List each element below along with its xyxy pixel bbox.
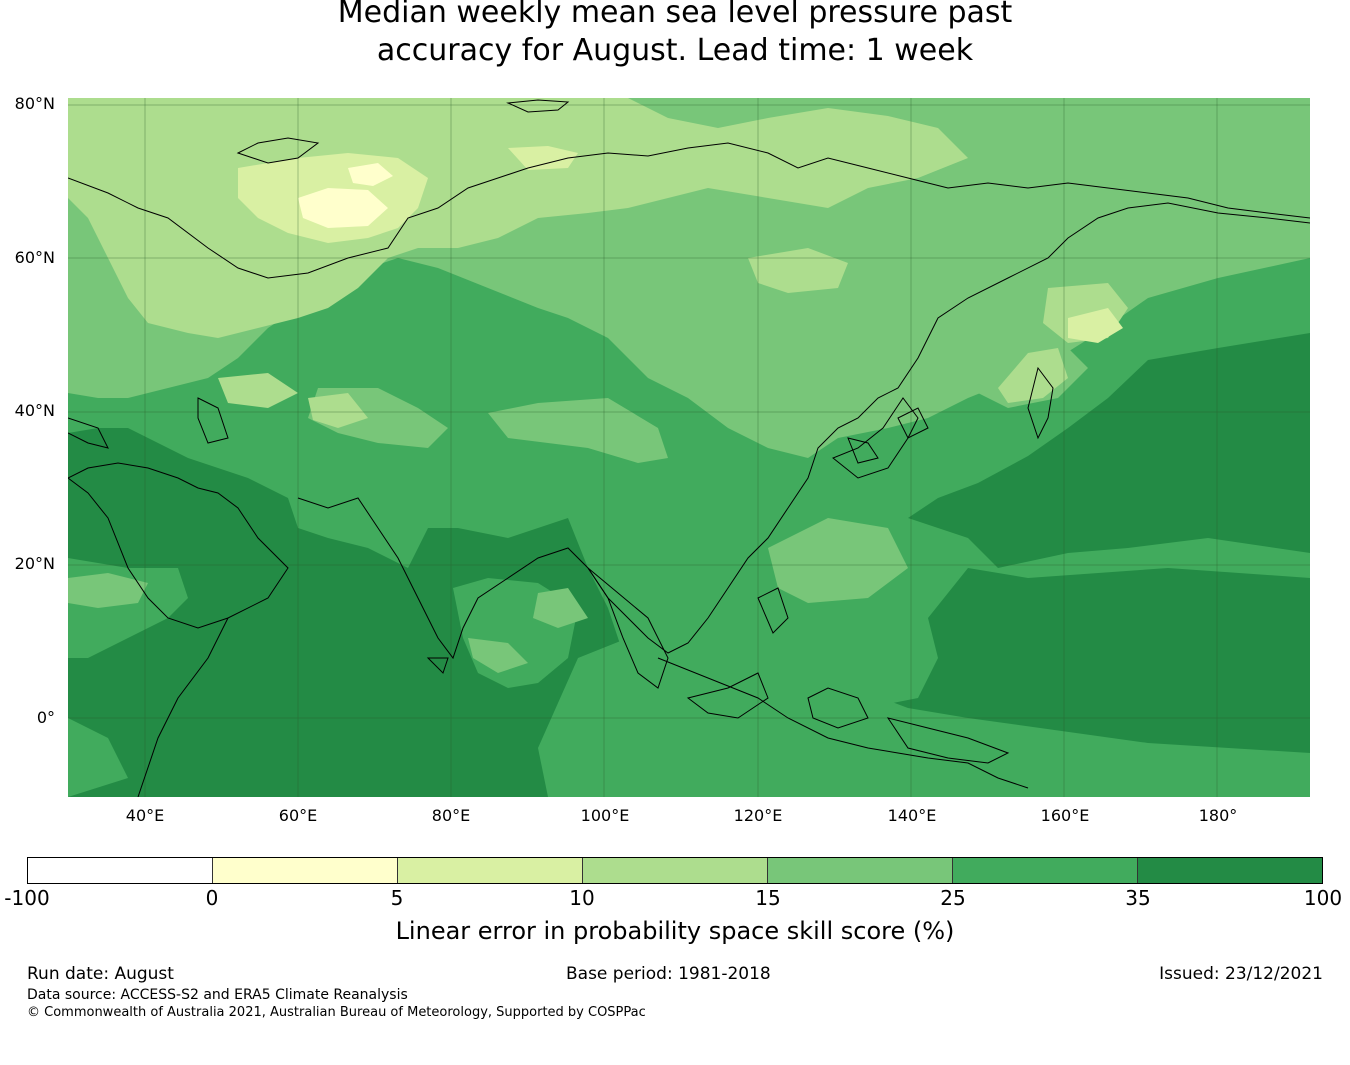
lon-label-180: 180° bbox=[1198, 806, 1238, 825]
lon-label-40e: 40°E bbox=[125, 806, 165, 825]
colorbar-segment bbox=[953, 858, 1138, 883]
base-period: Base period: 1981-2018 bbox=[566, 964, 771, 984]
map-gridlines bbox=[68, 98, 1310, 797]
lon-label-60e: 60°E bbox=[278, 806, 318, 825]
title-line-1: Median weekly mean sea level pressure pa… bbox=[337, 0, 1013, 30]
lon-label-100e: 100°E bbox=[580, 806, 630, 825]
colorbar-tick: 10 bbox=[569, 886, 595, 910]
lat-label-80n: 80°N bbox=[14, 94, 55, 113]
map-title: Median weekly mean sea level pressure pa… bbox=[0, 0, 1350, 70]
copyright: © Commonwealth of Australia 2021, Austra… bbox=[27, 1005, 646, 1020]
lat-label-60n: 60°N bbox=[14, 248, 55, 267]
colorbar-tick: 15 bbox=[755, 886, 781, 910]
colorbar-segment bbox=[398, 858, 583, 883]
skill-score-map bbox=[68, 98, 1310, 797]
colorbar-tick: 0 bbox=[205, 886, 219, 910]
colorbar-tick: 5 bbox=[390, 886, 404, 910]
colorbar-tick: 100 bbox=[1303, 886, 1343, 910]
lat-label-20n: 20°N bbox=[14, 554, 55, 573]
lon-label-140e: 140°E bbox=[887, 806, 937, 825]
lat-label-0: 0° bbox=[36, 708, 55, 727]
colorbar-label: Linear error in probability space skill … bbox=[395, 917, 955, 945]
colorbar-segment bbox=[583, 858, 768, 883]
band-0-5 bbox=[298, 163, 393, 228]
map-canvas bbox=[68, 98, 1310, 797]
issued-date: Issued: 23/12/2021 bbox=[1159, 964, 1323, 984]
lon-label-80e: 80°E bbox=[431, 806, 471, 825]
colorbar-segment bbox=[28, 858, 213, 883]
colorbar-segment bbox=[1138, 858, 1322, 883]
band-5-10 bbox=[238, 146, 1123, 343]
colorbar-tick: 25 bbox=[940, 886, 966, 910]
lon-label-120e: 120°E bbox=[733, 806, 783, 825]
lat-label-40n: 40°N bbox=[14, 401, 55, 420]
run-date: Run date: August bbox=[27, 964, 174, 984]
data-source: Data source: ACCESS-S2 and ERA5 Climate … bbox=[27, 987, 408, 1003]
colorbar-segment bbox=[213, 858, 398, 883]
colorbar-tick: 35 bbox=[1125, 886, 1151, 910]
title-line-2: accuracy for August. Lead time: 1 week bbox=[376, 33, 974, 68]
lon-label-160e: 160°E bbox=[1040, 806, 1090, 825]
coastlines bbox=[68, 99, 1310, 797]
colorbar-segment bbox=[768, 858, 953, 883]
colorbar bbox=[27, 857, 1323, 884]
colorbar-tick: -100 bbox=[4, 886, 50, 910]
